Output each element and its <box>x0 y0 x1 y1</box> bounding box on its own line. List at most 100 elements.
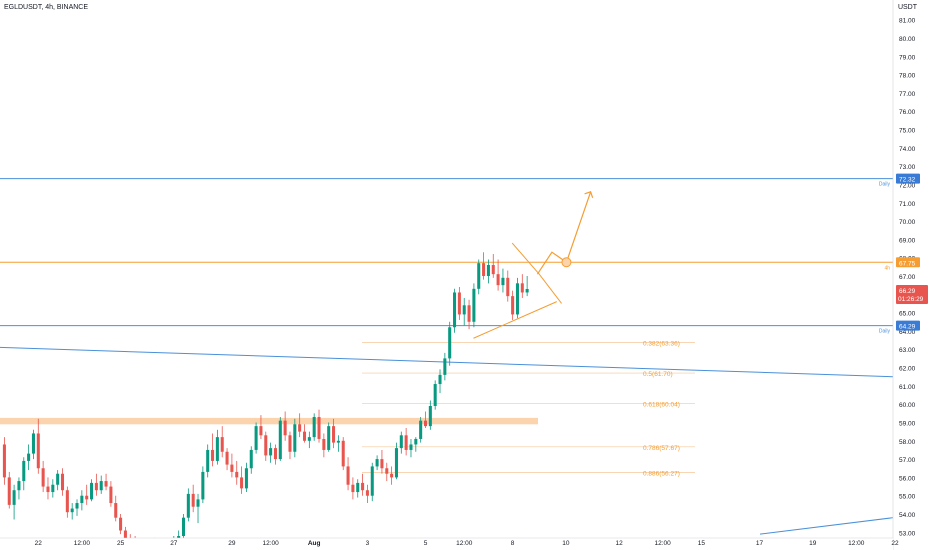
y-tick-label: 67.00 <box>899 274 916 281</box>
price-tag-label: 72.32 <box>899 177 916 184</box>
candle-body <box>27 453 31 461</box>
candle-body <box>75 503 79 509</box>
candle-body <box>327 426 331 450</box>
candle-body <box>365 490 369 496</box>
candle-body <box>259 426 263 436</box>
candle-body <box>36 433 40 469</box>
candle-body <box>90 482 94 500</box>
candle-body <box>254 426 258 450</box>
candle-body <box>322 438 326 450</box>
currency-label: USDT <box>897 4 917 11</box>
candle-body <box>467 305 471 322</box>
candle-body <box>288 435 292 452</box>
candle-body <box>56 473 60 485</box>
candle-body <box>453 292 457 328</box>
candle-body <box>46 486 50 493</box>
candle-body <box>269 448 273 456</box>
current-price-tag <box>896 284 928 304</box>
candle-body <box>390 473 394 478</box>
level-side-label: Daily <box>879 329 891 335</box>
candle-body <box>51 484 55 493</box>
candle-body <box>409 444 413 450</box>
x-tick-label: 22 <box>35 540 43 547</box>
price-tag-label: 67.75 <box>899 260 916 267</box>
y-tick-label: 61.00 <box>899 384 916 391</box>
candle-body <box>385 468 389 474</box>
candle-body <box>346 466 350 485</box>
candle-body <box>225 451 229 465</box>
candle-body <box>414 438 418 445</box>
candle-body <box>332 426 336 443</box>
candle-body <box>317 416 321 439</box>
y-tick-label: 58.00 <box>899 439 916 446</box>
fib-level-label: 0.382(63.36) <box>643 341 680 348</box>
candle-body <box>41 468 45 487</box>
x-tick-label: 12:00 <box>655 540 672 547</box>
candle-body <box>511 296 515 315</box>
descending-trendline <box>0 346 894 378</box>
projection-path <box>536 191 592 275</box>
candle-body <box>31 433 35 454</box>
candle-body <box>361 482 365 491</box>
candle-body <box>486 265 490 276</box>
y-tick-label: 80.00 <box>899 36 916 43</box>
candle-body <box>399 435 403 449</box>
y-tick-label: 70.00 <box>899 219 916 226</box>
candle-body <box>356 482 360 493</box>
y-tick-label: 56.00 <box>899 475 916 482</box>
candle-body <box>283 420 287 436</box>
level-side-label: Daily <box>879 182 891 188</box>
candle-body <box>235 471 239 478</box>
candle-body <box>2 444 6 478</box>
y-tick-label: 62.00 <box>899 366 916 373</box>
candle-body <box>123 530 127 540</box>
price-tag <box>896 320 920 331</box>
y-tick-label: 57.00 <box>899 457 916 464</box>
candle-body <box>206 449 210 472</box>
candle-body <box>109 486 113 504</box>
candle-body <box>501 277 505 286</box>
y-tick-label: 65.00 <box>899 311 916 318</box>
candle-body <box>462 305 466 315</box>
candle-body <box>12 490 16 505</box>
level-side-label: 4h <box>884 265 890 271</box>
x-tick-label: 29 <box>228 540 236 547</box>
candle-body <box>341 440 345 467</box>
candle-body <box>191 493 195 507</box>
y-tick-label: 76.00 <box>899 109 916 116</box>
candle-body <box>85 495 89 500</box>
symbol-title: EGLDUSDT, 4h, BINANCE <box>4 4 89 11</box>
candle-body <box>477 263 481 289</box>
candle-body <box>472 288 476 322</box>
x-tick-label: 3 <box>366 540 370 547</box>
y-tick-label: 53.00 <box>899 530 916 537</box>
y-tick-label: 78.00 <box>899 73 916 80</box>
x-tick-label: 5 <box>424 540 428 547</box>
y-tick-label: 60.00 <box>899 402 916 409</box>
candle-body <box>496 274 500 286</box>
candle-body <box>336 440 340 443</box>
x-tick-label: 15 <box>698 540 706 547</box>
candle-body <box>211 449 215 461</box>
candle-body <box>443 358 447 375</box>
candle-body <box>433 384 437 406</box>
supply-zone <box>0 417 538 425</box>
y-tick-label: 74.00 <box>899 146 916 153</box>
x-tick-label: 12 <box>615 540 623 547</box>
candle-body <box>7 477 11 505</box>
y-tick-label: 75.00 <box>899 128 916 135</box>
candle-body <box>114 503 118 518</box>
y-tick-label: 54.00 <box>899 512 916 519</box>
candle-body <box>119 517 123 531</box>
price-tag-label: 64.29 <box>899 324 916 331</box>
candle-body <box>273 448 277 460</box>
ascending-trendline <box>759 517 894 535</box>
candle-body <box>370 466 374 496</box>
candle-body <box>244 468 248 489</box>
candle-body <box>181 517 186 536</box>
candle-body <box>351 484 355 493</box>
x-tick-label: 8 <box>511 540 515 547</box>
price-tag <box>896 173 920 184</box>
